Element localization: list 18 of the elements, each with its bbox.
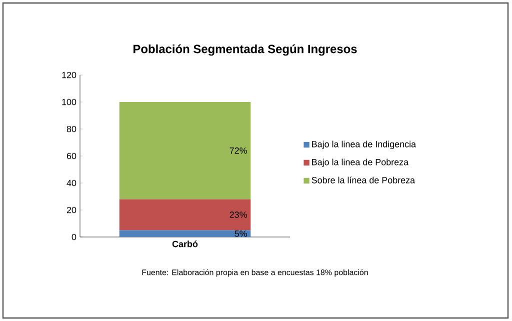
y-tick-label: 80	[66, 126, 76, 132]
data-label: 72%	[230, 147, 247, 154]
legend-label: Bajo la linea de Indigencia	[312, 140, 416, 150]
chart-title: Población Segmentada Según Ingresos	[134, 44, 357, 56]
bar	[119, 199, 251, 230]
bar	[119, 230, 251, 237]
data-label: 5%	[234, 230, 247, 237]
data-label: 23%	[230, 212, 247, 218]
x-tick-label: Carbó	[172, 240, 198, 248]
legend-label: Bajo la linea de Pobreza	[312, 158, 409, 168]
y-tick-label: 120	[62, 72, 76, 78]
y-tick-label: 60	[66, 152, 76, 160]
y-tick-label: 20	[66, 206, 76, 214]
legend-label: Sobre la línea de Pobreza	[312, 176, 416, 184]
y-tick-label: 40	[66, 180, 76, 186]
y-tick-label: 0	[72, 234, 76, 240]
y-tick-label: 100	[62, 98, 76, 106]
bar	[119, 102, 251, 200]
